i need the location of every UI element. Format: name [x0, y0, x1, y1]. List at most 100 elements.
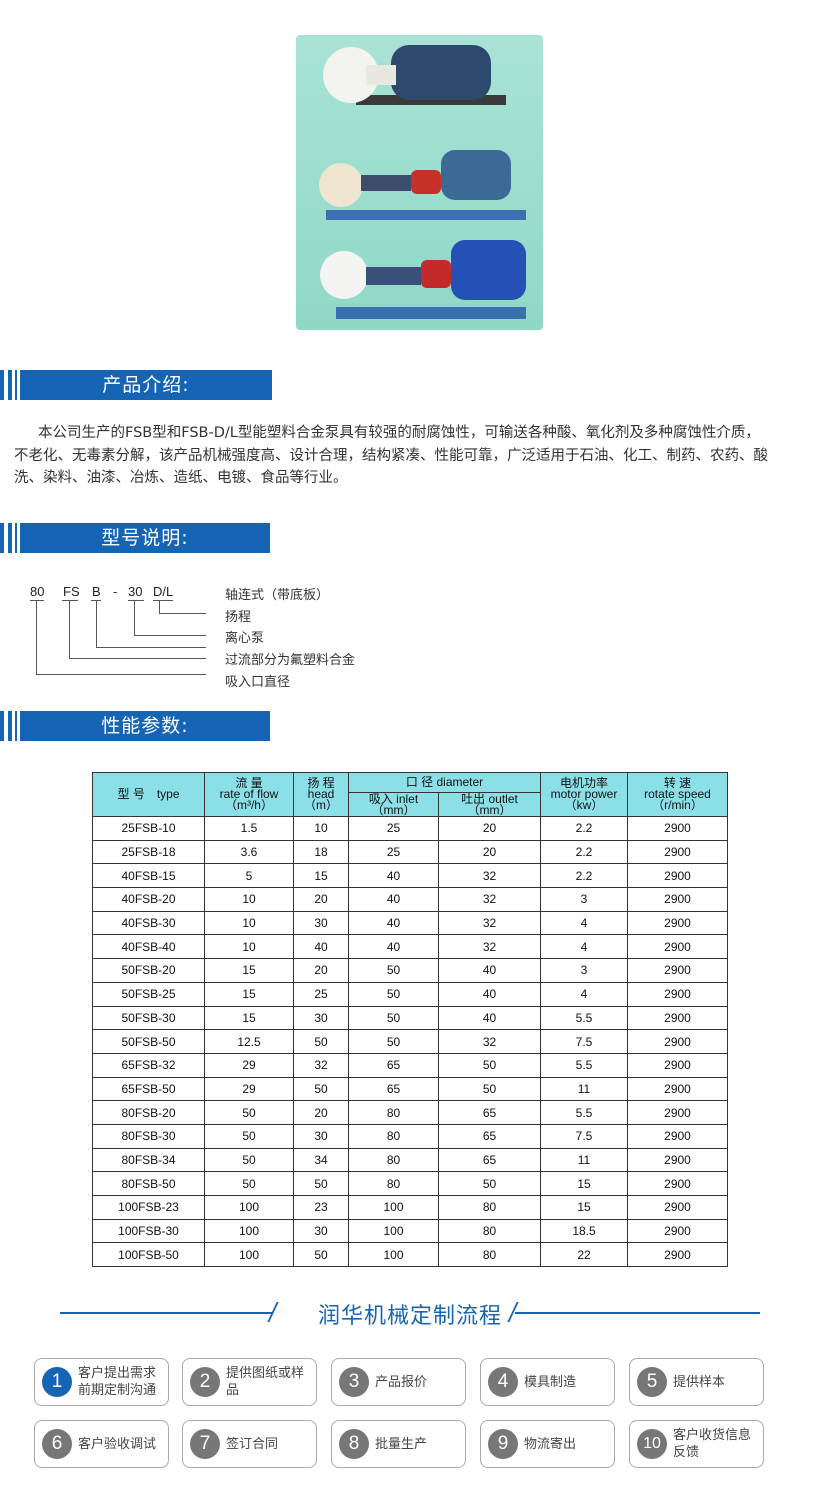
step-label: 提供样本	[673, 1374, 726, 1390]
cell-outlet: 65	[438, 1147, 541, 1173]
table-row: 100FSB-23 100 23 100 80 15 2900	[92, 1195, 728, 1220]
step-label: 客户验收调试	[78, 1436, 157, 1452]
model-code-part: 30	[128, 584, 143, 599]
step-number-badge: 2	[190, 1367, 220, 1397]
cell-flow: 15	[204, 1005, 294, 1031]
cell-head: 25	[293, 981, 349, 1007]
step-label: 模具制造	[524, 1374, 577, 1390]
cell-flow: 10	[204, 934, 294, 960]
cell-type: 25FSB-10	[92, 816, 205, 841]
cell-speed: 2900	[627, 1171, 728, 1196]
cell-flow: 50	[204, 1100, 294, 1125]
header-inlet: 吸入 inlet （mm）	[348, 792, 439, 817]
table-row: 80FSB-34 50 34 80 65 11 2900	[92, 1147, 728, 1173]
step-label: 客户提出需求前期定制沟通	[78, 1366, 157, 1398]
cell-head: 50	[293, 1242, 349, 1268]
cell-inlet: 50	[348, 1029, 439, 1054]
cell-head: 15	[293, 863, 349, 889]
cell-power: 2.2	[540, 816, 628, 841]
cell-power: 15	[540, 1195, 628, 1220]
cell-outlet: 50	[438, 1076, 541, 1102]
section-header-model: 型号说明:	[0, 523, 272, 553]
header-flow: 流 量 rate of flow （m³/h）	[204, 772, 294, 817]
cell-head: 30	[293, 910, 349, 936]
process-step: 3 产品报价	[331, 1358, 466, 1406]
model-code-part: D/L	[153, 584, 174, 599]
cell-outlet: 32	[438, 1029, 541, 1054]
cell-flow: 3.6	[204, 839, 294, 865]
cell-type: 100FSB-50	[92, 1242, 205, 1268]
cell-speed: 2900	[627, 958, 728, 983]
intro-text: 本公司生产的FSB型和FSB-D/L型能塑料合金泵具有较强的耐腐蚀性，可输送各种…	[14, 425, 768, 486]
model-code-part: FS	[63, 584, 80, 599]
step-number-badge: 4	[488, 1367, 518, 1397]
cell-power: 4	[540, 981, 628, 1007]
table-row: 50FSB-20 15 20 50 40 3 2900	[92, 958, 728, 983]
cell-speed: 2900	[627, 1195, 728, 1220]
cell-speed: 2900	[627, 1100, 728, 1125]
cell-head: 30	[293, 1218, 349, 1244]
step-label: 物流寄出	[524, 1436, 577, 1452]
cell-inlet: 50	[348, 981, 439, 1007]
step-label: 签订合同	[226, 1436, 279, 1452]
cell-outlet: 32	[438, 910, 541, 936]
cell-type: 40FSB-30	[92, 910, 205, 936]
cell-speed: 2900	[627, 934, 728, 960]
table-row: 40FSB-40 10 40 40 32 4 2900	[92, 934, 728, 960]
cell-head: 18	[293, 839, 349, 865]
cell-outlet: 80	[438, 1242, 541, 1268]
cell-inlet: 65	[348, 1052, 439, 1078]
cell-inlet: 50	[348, 958, 439, 983]
cell-speed: 2900	[627, 839, 728, 865]
cell-power: 3	[540, 958, 628, 983]
table-row: 40FSB-20 10 20 40 32 3 2900	[92, 887, 728, 912]
cell-head: 30	[293, 1123, 349, 1149]
cell-inlet: 25	[348, 816, 439, 841]
cell-head: 32	[293, 1052, 349, 1078]
cell-type: 65FSB-50	[92, 1076, 205, 1102]
section-header-performance: 性能参数:	[0, 711, 272, 741]
step-label: 客户收货信息反馈	[673, 1428, 752, 1460]
cell-outlet: 40	[438, 958, 541, 983]
step-number-badge: 5	[637, 1367, 667, 1397]
cell-type: 80FSB-34	[92, 1147, 205, 1173]
cell-outlet: 20	[438, 816, 541, 841]
cell-inlet: 40	[348, 887, 439, 912]
cell-speed: 2900	[627, 1218, 728, 1244]
cell-flow: 15	[204, 981, 294, 1007]
cell-power: 22	[540, 1242, 628, 1268]
cell-flow: 15	[204, 958, 294, 983]
cell-speed: 2900	[627, 910, 728, 936]
section-title: 型号说明:	[20, 523, 270, 553]
process-step: 9 物流寄出	[480, 1420, 615, 1468]
step-number-badge: 9	[488, 1429, 518, 1459]
cell-speed: 2900	[627, 1076, 728, 1102]
cell-inlet: 65	[348, 1076, 439, 1102]
cell-speed: 2900	[627, 1029, 728, 1054]
cell-inlet: 80	[348, 1123, 439, 1149]
process-step: 6 客户验收调试	[34, 1420, 169, 1468]
model-code-part: B	[92, 584, 101, 599]
cell-type: 65FSB-32	[92, 1052, 205, 1078]
cell-power: 2.2	[540, 863, 628, 889]
cell-speed: 2900	[627, 1123, 728, 1149]
cell-inlet: 80	[348, 1171, 439, 1196]
model-label: 扬程	[225, 610, 252, 625]
cell-outlet: 40	[438, 981, 541, 1007]
process-step: 1 客户提出需求前期定制沟通	[34, 1358, 169, 1406]
cell-outlet: 50	[438, 1171, 541, 1196]
step-number-badge: 8	[339, 1429, 369, 1459]
cell-power: 4	[540, 934, 628, 960]
cell-flow: 100	[204, 1195, 294, 1220]
cell-outlet: 32	[438, 863, 541, 889]
step-number-badge: 1	[42, 1367, 72, 1397]
step-number-badge: 10	[637, 1429, 667, 1459]
pump-illustration	[319, 45, 526, 319]
process-step: 2 提供图纸或样品	[182, 1358, 317, 1406]
header-speed: 转 速 rotate speed （r/min）	[627, 772, 728, 817]
cell-power: 4	[540, 910, 628, 936]
cell-inlet: 40	[348, 934, 439, 960]
model-label: 离心泵	[225, 631, 265, 646]
cell-head: 34	[293, 1147, 349, 1173]
cell-inlet: 50	[348, 1005, 439, 1031]
